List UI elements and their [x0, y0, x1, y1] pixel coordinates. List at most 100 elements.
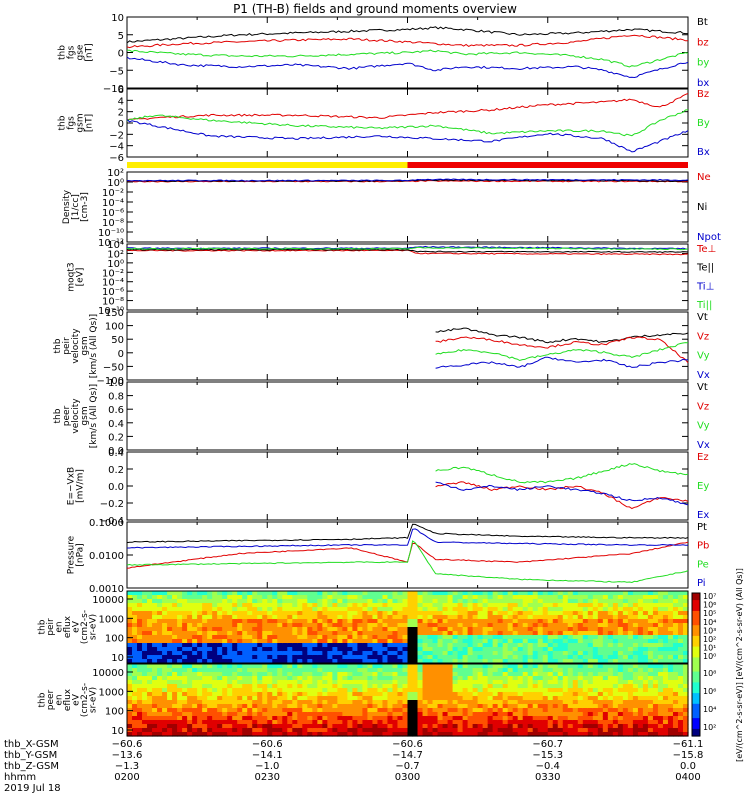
spec-cell: [607, 676, 614, 681]
spec-cell: [472, 720, 479, 725]
y-label-line: thb: [53, 408, 63, 423]
spec-cell: [252, 668, 258, 673]
spec-cell: [152, 720, 158, 725]
spec-cell: [632, 615, 639, 620]
spec-cell: [497, 684, 504, 689]
spec-cell: [677, 627, 684, 632]
spec-cell: [487, 684, 494, 689]
spec-cell: [607, 720, 614, 725]
spec-cell: [547, 599, 554, 604]
spec-cell: [157, 716, 163, 721]
spec-cell: [582, 664, 589, 669]
spec-cell: [162, 700, 168, 705]
spec-cell: [612, 647, 619, 652]
spec-cell: [372, 700, 379, 705]
spec-cell: [327, 700, 333, 705]
spec-cell: [327, 595, 333, 600]
spec-cell: [247, 672, 253, 677]
y-axis-label: E=−VxB [mV/m]: [67, 467, 86, 505]
spec-cell: [222, 623, 228, 628]
spec-cell: [302, 732, 308, 737]
spec-cell: [682, 680, 689, 685]
spec-cell: [372, 668, 379, 673]
spec-cell: [192, 704, 198, 709]
colorbar-cell: [692, 696, 700, 701]
spec-cell: [252, 704, 258, 709]
spec-cell: [422, 655, 429, 660]
spec-cell: [332, 732, 338, 737]
spec-cell: [157, 664, 163, 669]
spec-cell: [307, 655, 313, 660]
spec-cell: [262, 688, 268, 693]
legend-Pb: Pb: [697, 541, 709, 552]
spec-cell: [472, 603, 479, 608]
spec-cell: [132, 676, 138, 681]
spec-cell: [572, 716, 579, 721]
spec-cell: [642, 623, 649, 628]
spec-cell: [157, 680, 163, 685]
spec-cell: [157, 595, 163, 600]
spec-cell: [272, 655, 278, 660]
spec-cell: [162, 724, 168, 729]
spec-cell: [342, 607, 348, 612]
spec-cell: [452, 684, 459, 689]
spec-cell: [552, 668, 559, 673]
spec-cell: [592, 708, 599, 713]
spec-cell: [212, 595, 218, 600]
spec-cell: [382, 684, 389, 689]
spec-cell: [672, 672, 679, 677]
spec-cell: [612, 631, 619, 636]
spec-cell: [672, 631, 679, 636]
spec-cell: [287, 668, 293, 673]
spec-cell: [627, 696, 634, 701]
spec-cell: [477, 623, 484, 628]
spec-cell: [372, 607, 379, 612]
spec-cell: [447, 716, 454, 721]
spec-cell: [302, 607, 308, 612]
spec-cell: [647, 716, 654, 721]
spec-cell: [607, 672, 614, 677]
spec-cell: [342, 615, 348, 620]
spec-cell: [342, 619, 348, 624]
spec-cell: [447, 631, 454, 636]
spec-cell: [152, 659, 158, 664]
spec-cell: [127, 672, 133, 677]
spec-cell: [257, 712, 263, 717]
spec-cell: [172, 599, 178, 604]
spec-cell: [597, 591, 604, 596]
spec-cell: [567, 680, 574, 685]
spec-cell: [512, 639, 519, 644]
spec-cell: [587, 712, 594, 717]
y-tick-label: 0.2: [108, 432, 124, 443]
spec-cell: [572, 623, 579, 628]
spec-cell: [612, 720, 619, 725]
spec-cell: [597, 651, 604, 656]
spec-cell: [217, 696, 223, 701]
spec-cell: [442, 623, 449, 628]
spec-cell: [632, 672, 639, 677]
spec-cell: [262, 704, 268, 709]
spec-cell: [482, 655, 489, 660]
spec-cell: [147, 696, 153, 701]
spec-cell: [307, 659, 313, 664]
spec-cell: [232, 627, 238, 632]
spec-cell: [322, 728, 328, 733]
spec-cell: [582, 712, 589, 717]
spec-cell: [132, 631, 138, 636]
spec-cell: [367, 680, 374, 685]
y-axis-label: thb peir velocity gsm [km/s (All Qs)]: [53, 314, 99, 378]
spec-cell: [392, 664, 399, 669]
colorbar-tick: 10⁴: [703, 618, 716, 627]
spec-cell: [212, 647, 218, 652]
spec-cell: [532, 655, 539, 660]
spec-cell: [582, 595, 589, 600]
spec-cell: [512, 643, 519, 648]
spec-cell: [277, 655, 283, 660]
spec-cell: [282, 623, 288, 628]
spec-cell: [147, 716, 153, 721]
spec-cell: [372, 724, 379, 729]
spec-cell: [522, 688, 529, 693]
spec-cell: [552, 664, 559, 669]
spec-cell: [322, 595, 328, 600]
spec-cell: [377, 664, 384, 669]
